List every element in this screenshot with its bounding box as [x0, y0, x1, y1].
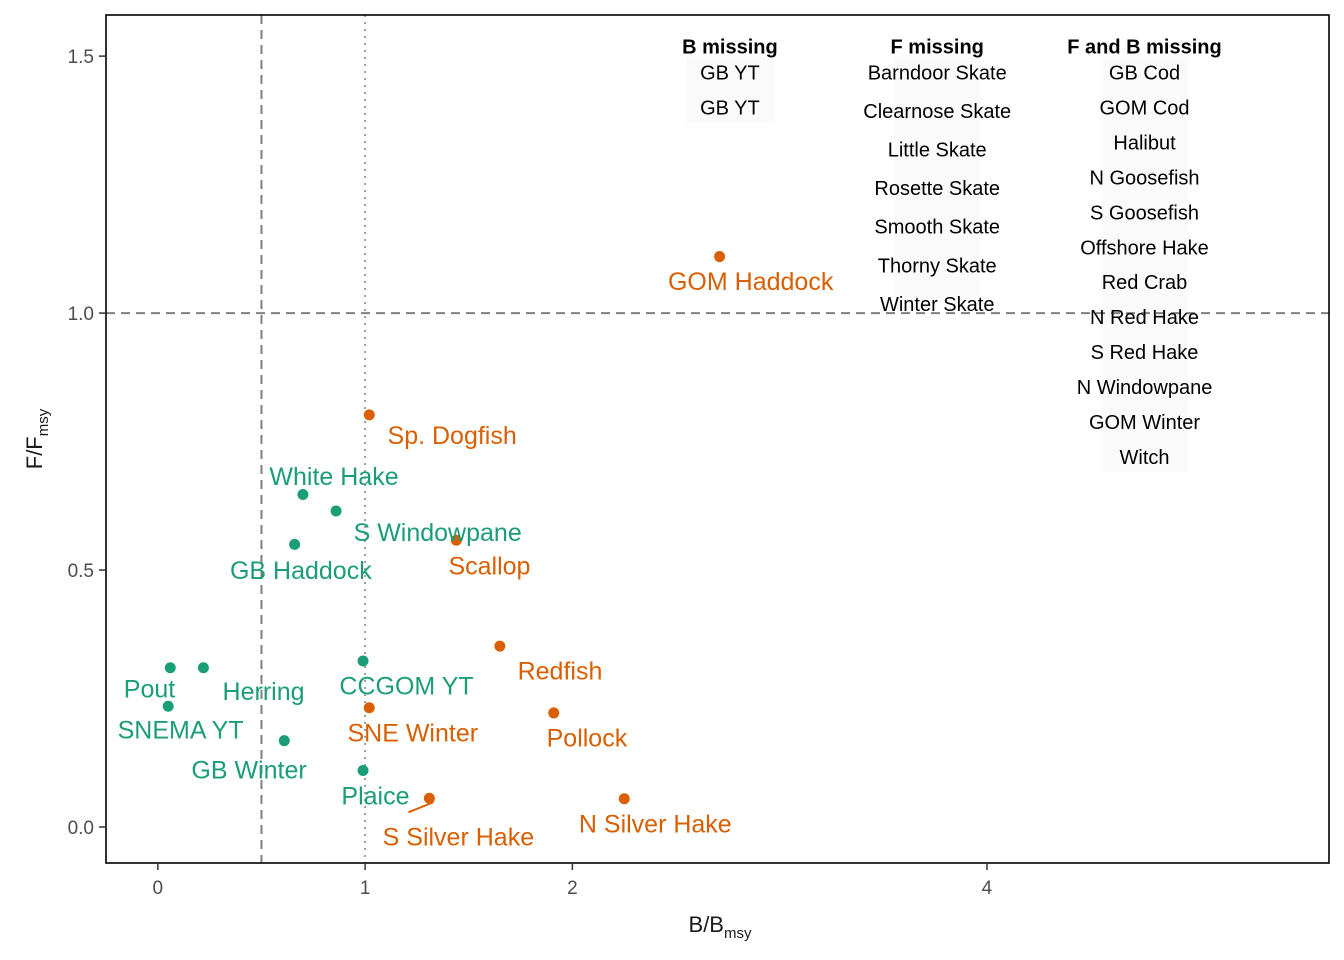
label-leader-line: [408, 801, 434, 814]
missing-column-item: N Red Hake: [1090, 307, 1199, 329]
point-label: N Silver Hake: [579, 810, 732, 838]
point-label: Sp. Dogfish: [388, 422, 517, 450]
y-axis-title: F/Fmsy: [22, 408, 52, 469]
point-label: CCGOM YT: [339, 673, 473, 701]
y-tick-label: 1.5: [68, 47, 94, 68]
data-point: [162, 700, 174, 712]
missing-column-background: [1100, 57, 1189, 473]
point-label: Redfish: [518, 657, 603, 685]
x-axis-title-subscript: msy: [724, 925, 752, 942]
missing-column-heading: F and B missing: [1067, 37, 1221, 59]
y-tick-label: 0.5: [68, 561, 94, 582]
data-point: [494, 640, 506, 652]
point-label: S Windowpane: [354, 519, 522, 547]
y-axis-title-main: F/F: [22, 436, 47, 469]
point-label: Pollock: [547, 725, 628, 753]
missing-column-item: Red Crab: [1102, 272, 1188, 294]
point-label: GB Haddock: [230, 557, 372, 585]
missing-table: B missing GB YT GB YT F missing Barndoor Ska…: [682, 37, 1222, 469]
data-point: [618, 793, 630, 805]
data-point: [363, 702, 375, 714]
missing-column-background: [686, 57, 774, 123]
missing-column-item: Halibut: [1113, 132, 1176, 154]
missing-column-item: Witch: [1120, 447, 1170, 469]
y-axis-title-subscript: msy: [35, 408, 52, 436]
data-point: [450, 534, 462, 546]
missing-column-item: Little Skate: [888, 140, 987, 162]
missing-column-heading: B missing: [682, 37, 778, 59]
data-point: [278, 735, 290, 747]
missing-column-item: N Windowpane: [1077, 377, 1213, 399]
data-point: [423, 792, 435, 804]
missing-column-item: Thorny Skate: [878, 255, 997, 277]
point-label: SNEMA YT: [118, 716, 244, 744]
plot-panel-border: [105, 14, 1330, 864]
data-point: [330, 505, 342, 517]
data-point: [363, 409, 375, 421]
missing-column-item: Smooth Skate: [874, 217, 1000, 239]
point-label: Scallop: [448, 552, 530, 580]
missing-column-background: [893, 57, 981, 298]
point-labels: Pout Herring SNEMA YT GB Winter Plaice CCGOM …: [118, 268, 834, 851]
table-background-layer: [686, 57, 1189, 473]
data-point: [357, 764, 369, 776]
point-label: SNE Winter: [347, 719, 478, 747]
data-points: [162, 251, 726, 805]
missing-column-item: S Red Hake: [1091, 342, 1199, 364]
point-label: Plaice: [341, 783, 409, 811]
missing-column-heading: F missing: [891, 37, 984, 59]
point-label: GOM Haddock: [668, 268, 834, 296]
missing-column-item: Barndoor Skate: [868, 63, 1007, 85]
y-tick-label: 1.0: [68, 304, 94, 325]
missing-column-item: GB Cod: [1109, 63, 1180, 85]
data-point: [357, 655, 369, 667]
missing-column-item: GOM Winter: [1089, 412, 1200, 434]
reference-lines: [106, 15, 1329, 863]
point-label: GB Winter: [191, 756, 306, 784]
point-label: S Silver Hake: [383, 823, 534, 851]
missing-column-item: Offshore Hake: [1080, 237, 1209, 259]
x-tick-label: 0: [153, 878, 164, 899]
missing-column-item: GOM Cod: [1099, 98, 1189, 120]
data-point: [297, 489, 309, 501]
missing-column-item: GB YT: [700, 63, 760, 85]
x-axis-title: B/Bmsy: [689, 912, 752, 942]
data-point: [197, 662, 209, 674]
missing-column-item: N Goosefish: [1089, 167, 1199, 189]
point-label: Pout: [124, 675, 175, 703]
data-point: [164, 662, 176, 674]
missing-column-item: Clearnose Skate: [863, 101, 1011, 123]
axes: 0 1 2 4 0.0 0.5 1.0 1.5: [68, 47, 993, 899]
missing-column-item: S Goosefish: [1090, 202, 1199, 224]
missing-column-item: Winter Skate: [880, 294, 994, 316]
x-tick-label: 4: [982, 878, 993, 899]
data-point: [714, 251, 726, 263]
missing-column-item: Rosette Skate: [874, 178, 1000, 200]
svg-text:F/Fmsy: F/Fmsy: [22, 408, 52, 469]
x-tick-label: 1: [360, 878, 371, 899]
point-label: Herring: [223, 678, 305, 706]
x-tick-label: 2: [567, 878, 578, 899]
y-tick-label: 0.0: [68, 818, 94, 839]
missing-column-item: GB YT: [700, 98, 760, 120]
data-point: [548, 707, 560, 719]
data-point: [289, 538, 301, 550]
svg-text:B/Bmsy: B/Bmsy: [689, 912, 752, 942]
point-label: White Hake: [269, 463, 398, 491]
x-axis-title-main: B/B: [689, 912, 724, 937]
